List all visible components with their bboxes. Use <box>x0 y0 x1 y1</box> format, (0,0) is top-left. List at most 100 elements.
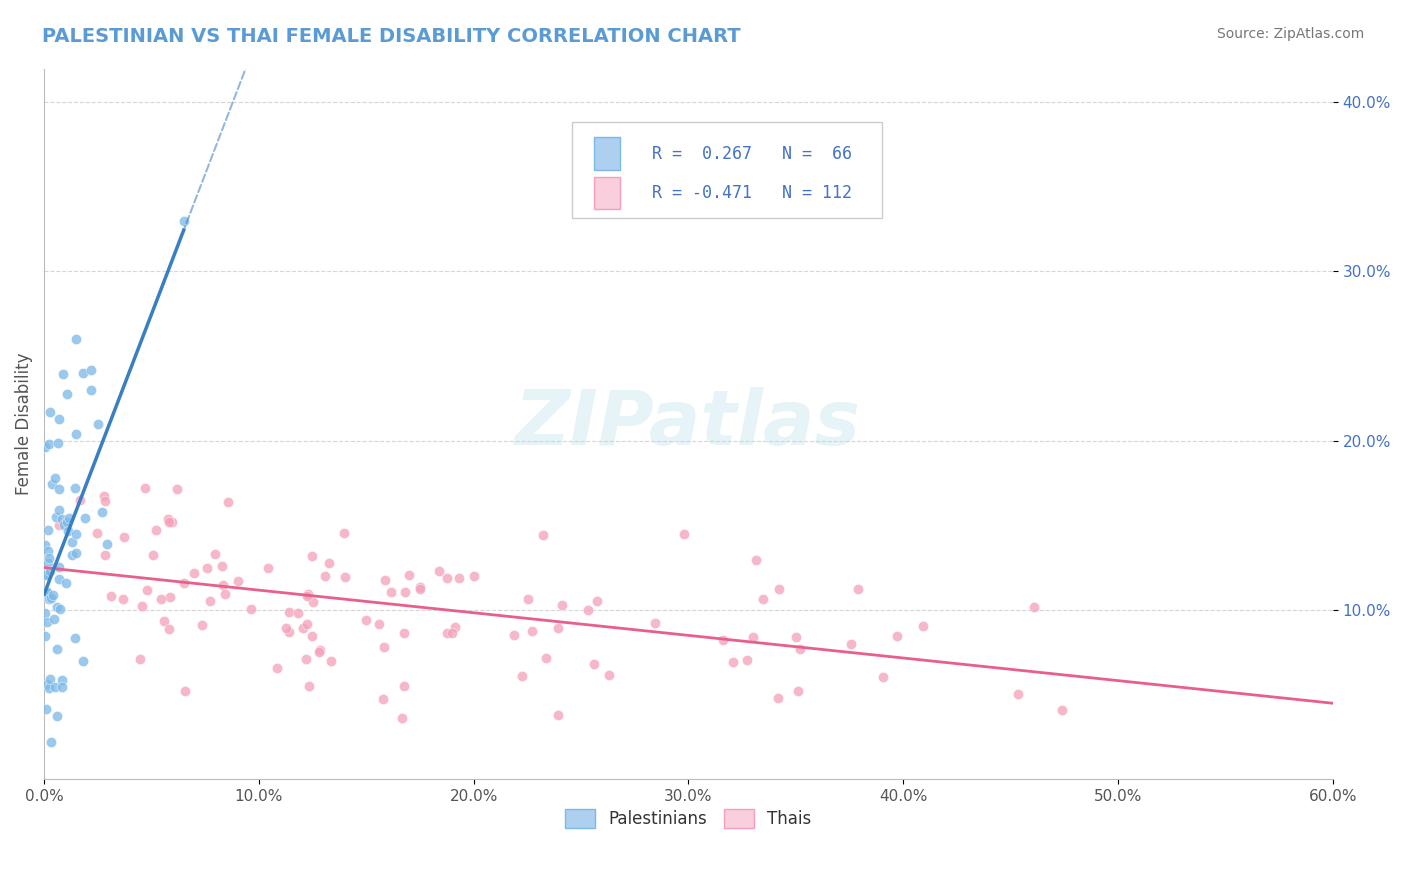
Point <box>65 427 87 442</box>
Point <box>94 549 117 563</box>
Point <box>38 551 60 566</box>
Point <box>1007 687 1029 701</box>
Point <box>319 654 342 668</box>
Point <box>217 494 239 508</box>
Point <box>534 651 557 665</box>
Point <box>34 440 56 454</box>
Point <box>45 709 67 723</box>
Point <box>1050 703 1073 717</box>
Point <box>308 645 330 659</box>
Point <box>371 691 394 706</box>
Point <box>672 527 695 541</box>
Point <box>48 560 70 574</box>
Point <box>373 640 395 654</box>
Point <box>63 482 86 496</box>
Point <box>75 511 97 525</box>
Point <box>287 606 309 620</box>
Point <box>409 580 432 594</box>
Point <box>789 641 811 656</box>
Point <box>510 669 533 683</box>
Point <box>48 573 70 587</box>
Point <box>266 661 288 675</box>
Point <box>87 417 110 431</box>
Point <box>39 672 62 686</box>
Point <box>128 652 150 666</box>
Point <box>112 530 135 544</box>
Point <box>214 587 236 601</box>
Point <box>367 616 389 631</box>
Point <box>391 711 413 725</box>
Point <box>392 625 415 640</box>
Point <box>48 482 70 496</box>
Point <box>585 594 607 608</box>
Point <box>297 587 319 601</box>
Point <box>48 503 70 517</box>
Point <box>38 592 60 607</box>
Point <box>45 510 67 524</box>
Point <box>394 584 416 599</box>
Text: R = -0.471   N = 112: R = -0.471 N = 112 <box>652 184 852 202</box>
Point <box>153 614 176 628</box>
Point <box>551 599 574 613</box>
Point <box>278 606 301 620</box>
Point <box>211 559 233 574</box>
Point <box>37 584 59 599</box>
Point <box>839 637 862 651</box>
Point <box>190 618 212 632</box>
Point <box>444 620 467 634</box>
Point <box>42 588 65 602</box>
Point <box>100 589 122 603</box>
Point <box>427 564 450 578</box>
Point <box>298 679 321 693</box>
Point <box>547 708 569 723</box>
Point <box>48 411 70 425</box>
Point <box>34 629 56 643</box>
Point <box>145 523 167 537</box>
Point <box>38 436 60 450</box>
Point <box>157 622 180 636</box>
Text: PALESTINIAN VS THAI FEMALE DISABILITY CORRELATION CHART: PALESTINIAN VS THAI FEMALE DISABILITY CO… <box>42 27 741 45</box>
Point <box>35 702 58 716</box>
Point <box>440 626 463 640</box>
Text: R =  0.267   N =  66: R = 0.267 N = 66 <box>652 145 852 162</box>
Point <box>51 511 73 525</box>
Point <box>752 591 775 606</box>
Point <box>195 560 218 574</box>
Point <box>409 582 432 596</box>
Point <box>314 568 336 582</box>
Point <box>46 436 69 450</box>
Point <box>72 366 94 380</box>
Point <box>516 591 538 606</box>
Point <box>131 599 153 613</box>
Point <box>35 586 58 600</box>
Point <box>173 213 195 227</box>
Point <box>39 564 62 578</box>
Point <box>37 677 59 691</box>
Point <box>318 556 340 570</box>
Point <box>1024 599 1046 614</box>
Point <box>173 683 195 698</box>
Point <box>72 654 94 668</box>
Point <box>63 631 86 645</box>
Point <box>39 405 62 419</box>
Point <box>111 591 134 606</box>
Point <box>86 526 108 541</box>
Point <box>136 583 159 598</box>
Point <box>502 628 524 642</box>
Point <box>644 616 666 631</box>
Point <box>785 630 807 644</box>
Point <box>333 525 356 540</box>
Point <box>463 569 485 583</box>
Point <box>278 624 301 639</box>
Point <box>162 515 184 529</box>
Point <box>531 527 554 541</box>
Point <box>65 332 87 346</box>
Point <box>142 548 165 562</box>
Point <box>354 613 377 627</box>
FancyBboxPatch shape <box>572 122 882 218</box>
Point <box>93 489 115 503</box>
Point <box>598 668 620 682</box>
Point <box>872 670 894 684</box>
Point <box>41 476 63 491</box>
Point <box>39 591 62 606</box>
